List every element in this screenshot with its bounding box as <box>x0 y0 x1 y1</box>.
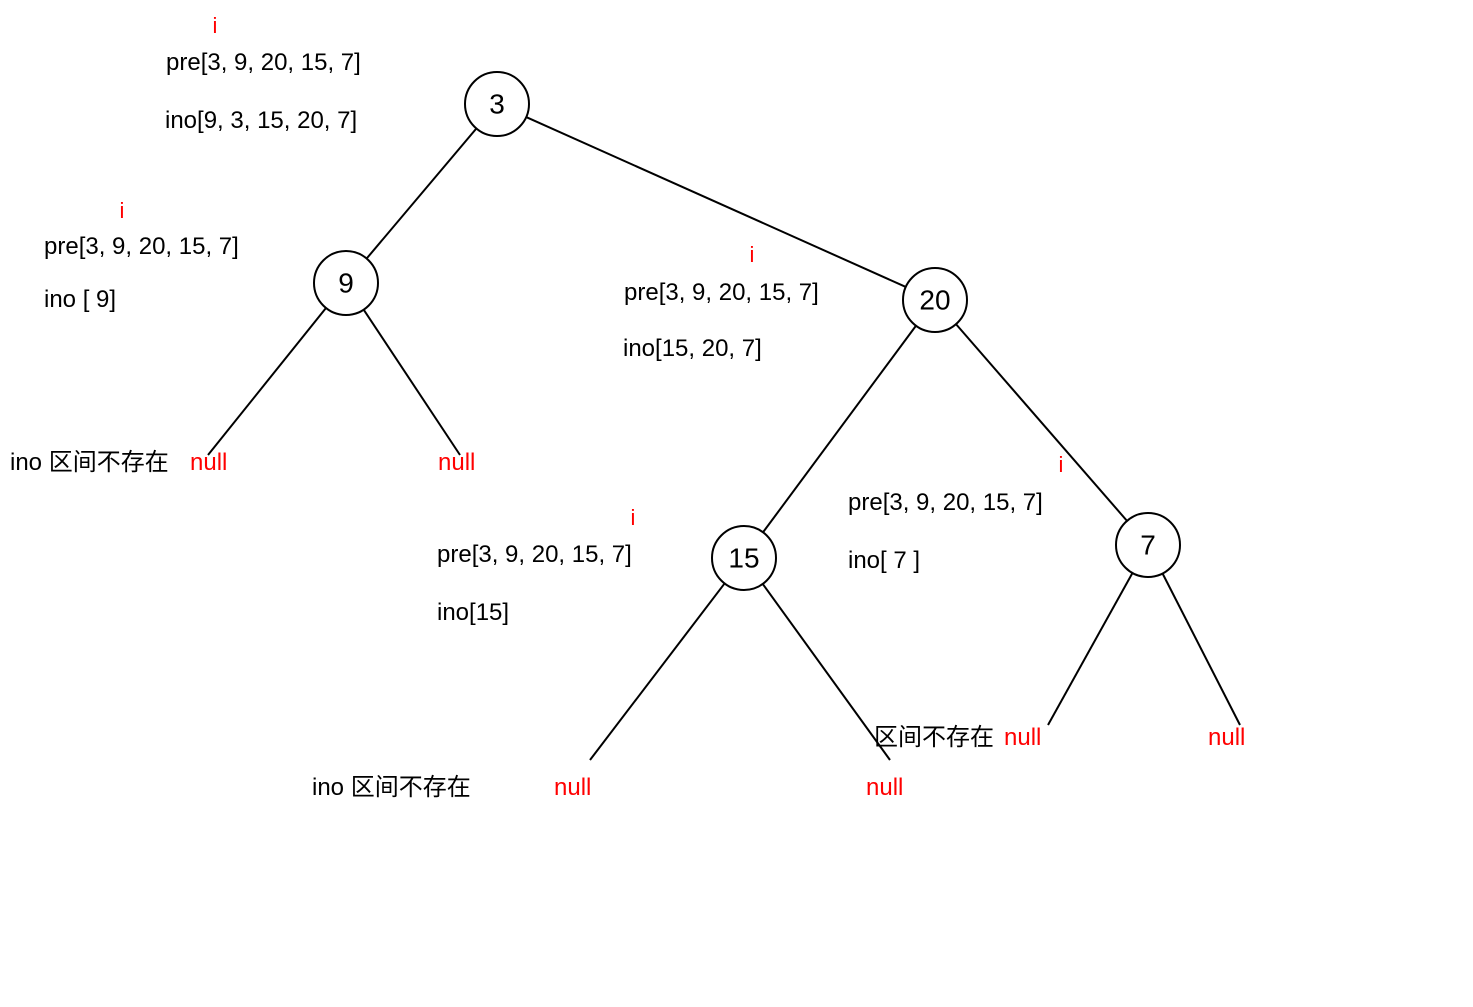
n15-right-null: null <box>866 774 903 801</box>
n7-ino-text: ino[ 7 ] <box>848 547 920 574</box>
text-layer: i pre[3, 9, 20, 15, 7] ino[9, 3, 15, 20,… <box>10 13 1245 801</box>
n9-ino-text: ino [ 9] <box>44 286 116 313</box>
n20-pre-text: pre[3, 9, 20, 15, 7] <box>624 279 819 306</box>
n7-i-marker: i <box>1059 452 1064 477</box>
n7-pre-text: pre[3, 9, 20, 15, 7] <box>848 489 1043 516</box>
root-i-marker: i <box>213 13 218 38</box>
n15-left-null: null <box>554 774 591 801</box>
tree-edge <box>590 583 725 760</box>
n15-pre-text: pre[3, 9, 20, 15, 7] <box>437 541 632 568</box>
n15-i-marker: i <box>631 505 636 530</box>
tree-node-label-15: 15 <box>728 543 759 574</box>
tree-node-label-7: 7 <box>1140 530 1156 561</box>
n20-i-marker: i <box>750 242 755 267</box>
n9-i-marker: i <box>120 198 125 223</box>
n7-left-note: 区间不存在 <box>874 724 994 751</box>
root-ino-text: ino[9, 3, 15, 20, 7] <box>165 107 357 134</box>
n15-ino-text: ino[15] <box>437 599 509 626</box>
n9-pre-text: pre[3, 9, 20, 15, 7] <box>44 233 239 260</box>
n7-right-null: null <box>1208 724 1245 751</box>
tree-edge <box>208 308 326 455</box>
tree-edge <box>1048 573 1132 725</box>
tree-node-label-9: 9 <box>338 268 354 299</box>
tree-edge <box>763 584 890 760</box>
tree-edge <box>364 310 460 455</box>
tree-node-label-20: 20 <box>919 285 950 316</box>
n9-left-null: null <box>190 449 227 476</box>
n9-right-null: null <box>438 449 475 476</box>
tree-edge <box>367 128 477 258</box>
tree-edge <box>1163 573 1240 725</box>
n20-ino-text: ino[15, 20, 7] <box>623 335 762 362</box>
nodes-layer: 3 9 20 15 7 <box>314 72 1180 590</box>
root-pre-text: pre[3, 9, 20, 15, 7] <box>166 49 361 76</box>
tree-edge <box>526 117 906 287</box>
n15-left-note: ino 区间不存在 <box>312 774 471 801</box>
n7-left-null: null <box>1004 724 1041 751</box>
n9-left-note: ino 区间不存在 <box>10 449 169 476</box>
tree-diagram: 3 9 20 15 7 i pre[3, 9, 20, 15, 7] ino[9, 3,… <box>0 0 1473 1007</box>
edges-layer <box>208 117 1240 760</box>
tree-node-label-3: 3 <box>489 89 505 120</box>
